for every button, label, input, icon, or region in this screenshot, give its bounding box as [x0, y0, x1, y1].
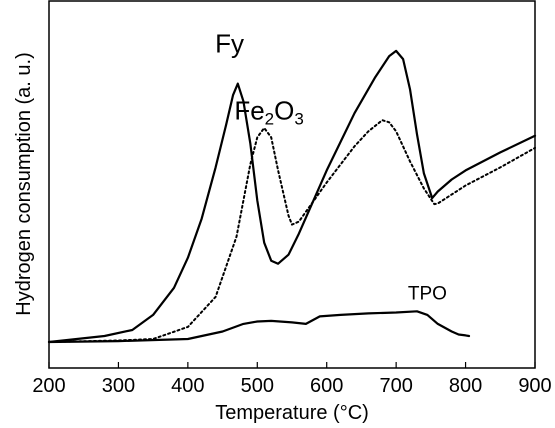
fe2o3-label-part: Fe — [234, 96, 264, 126]
x-tick-label: 800 — [449, 375, 482, 397]
x-tick-label: 400 — [171, 375, 204, 397]
series-line-fy — [47, 49, 537, 344]
tpo-label: TPO — [408, 283, 447, 304]
series-layer — [47, 49, 537, 344]
fe2o3-label-part: O — [274, 96, 294, 126]
series-line-tpo — [47, 310, 471, 344]
x-tick-label: 300 — [102, 375, 135, 397]
x-axis-title: Temperature (°C) — [215, 402, 369, 424]
series-line-fe2o3 — [48, 119, 536, 343]
x-tick-label: 500 — [241, 375, 274, 397]
fe2o3-label-part: 3 — [294, 110, 303, 129]
fe2o3-label: Fe2O3 — [234, 96, 304, 129]
plot-frame — [48, 0, 536, 369]
x-tick-label: 900 — [518, 375, 551, 397]
fe2o3-label-part: 2 — [265, 110, 274, 129]
x-tick-label: 600 — [310, 375, 343, 397]
y-axis-title: Hydrogen consumption (a. u.) — [13, 52, 35, 315]
x-tick-label: 700 — [379, 375, 412, 397]
annotation-layer: Fy Fe2O3 TPO — [215, 28, 447, 304]
x-tick-label: 200 — [32, 375, 65, 397]
x-axis-ticks: 200 300 400 500 600 700 800 900 — [32, 362, 552, 397]
fy-label: Fy — [215, 28, 244, 58]
